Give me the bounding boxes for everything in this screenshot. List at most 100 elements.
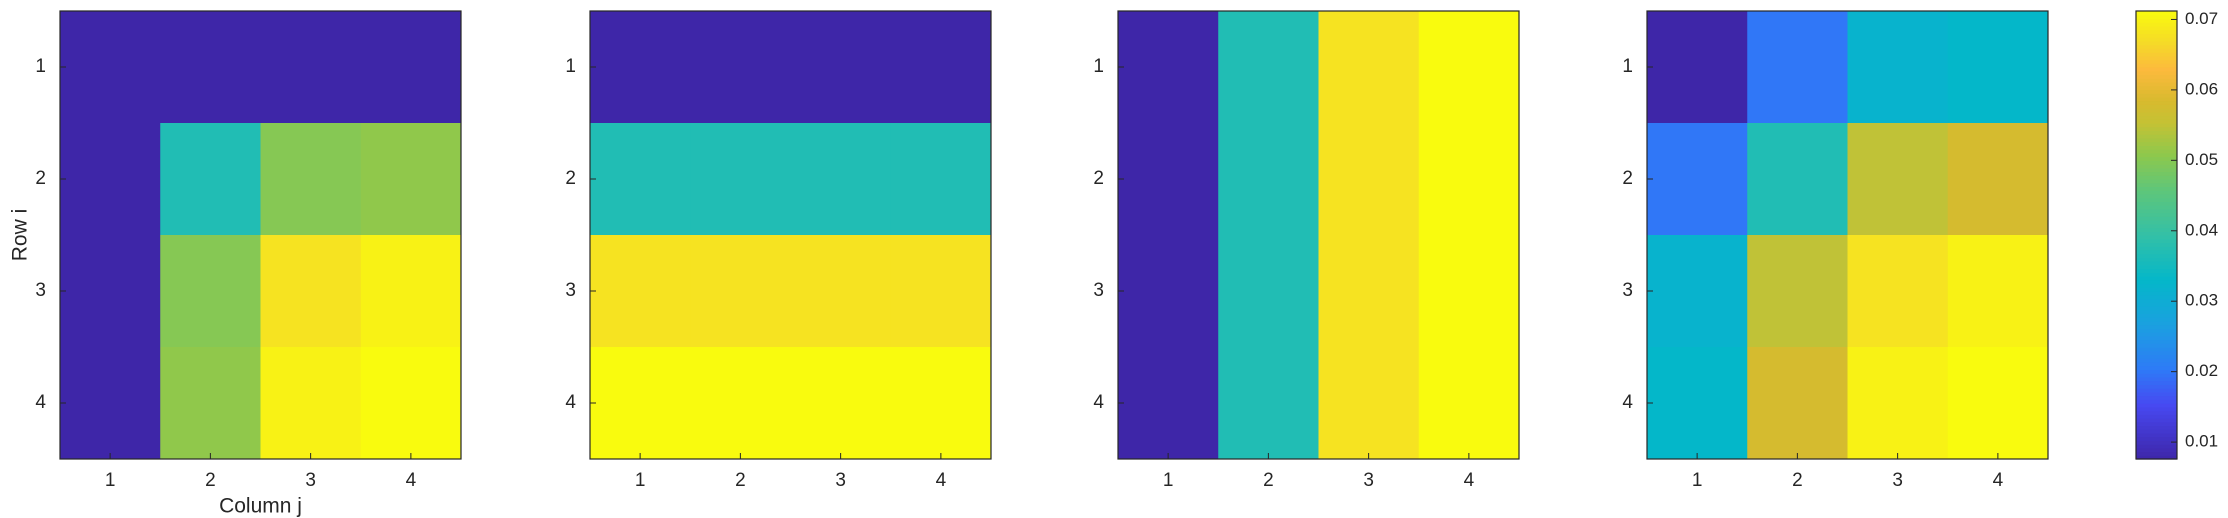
heatmap-cell [1118,11,1219,124]
heatmap-cell [1218,235,1319,348]
colorbar-swatch [2136,100,2177,105]
colorbar-swatch [2136,212,2177,217]
y-tick-label: 1 [35,56,46,77]
colorbar-swatch [2136,197,2177,202]
colorbar-swatch [2136,37,2177,42]
colorbar-swatch [2136,283,2177,288]
colorbar-tick-label: 0.03 [2185,291,2218,310]
colorbar-swatch [2136,22,2177,27]
heatmap-cell [890,235,992,348]
heatmap-cell [690,11,791,124]
heatmap-cell [1847,11,1949,124]
x-tick-label: 1 [635,470,646,491]
colorbar-swatch [2136,261,2177,266]
heatmap-cell [890,347,992,460]
colorbar-swatch [2136,201,2177,206]
y-tick-label: 3 [35,280,46,301]
colorbar-swatch [2136,235,2177,240]
colorbar-swatch [2136,432,2177,438]
heatmap-cell [160,347,261,460]
colorbar-swatch [2136,44,2177,49]
colorbar-tick-label: 0.01 [2185,432,2218,451]
heatmap-cell [690,347,791,460]
heatmap-cell [360,11,462,124]
y-tick-label: 4 [565,392,576,413]
x-tick-label: 3 [305,470,316,491]
colorbar-swatch [2136,227,2177,232]
colorbar-tick-label: 0.05 [2185,150,2218,169]
heatmap-cell [1647,11,1748,124]
colorbar-swatch [2136,287,2177,292]
y-tick-label: 3 [565,280,576,301]
heatmap-cell [790,123,892,236]
colorbar-swatch [2136,130,2177,135]
colorbar-swatch [2136,339,2177,344]
heatmap-cell [1318,347,1420,460]
heatmap-cell [890,123,992,236]
heatmap-cell [1747,123,1848,236]
heatmap-cell [360,235,462,348]
colorbar-swatch [2136,171,2177,176]
colorbar-swatch [2136,268,2177,273]
heatmap-cell [790,235,892,348]
colorbar-swatch [2136,388,2177,393]
heatmap-cell [790,347,892,460]
colorbar-swatch [2136,365,2177,370]
y-tick-label: 2 [35,168,46,189]
colorbar-swatch [2136,298,2177,303]
colorbar-swatch [2136,294,2177,300]
colorbar-swatch [2136,242,2177,247]
colorbar-swatch [2136,373,2177,378]
colorbar-swatch [2136,81,2177,87]
colorbar-swatch [2136,279,2177,285]
colorbar-swatch [2136,96,2177,102]
x-tick-label: 3 [835,470,846,491]
heatmap-cell [1947,11,2049,124]
colorbar-swatch [2136,347,2177,352]
colorbar-swatch [2136,317,2177,322]
colorbar-swatch [2136,52,2177,57]
axes-box [589,10,992,460]
heatmap-cell [1947,347,2049,460]
colorbar-swatch [2136,123,2177,128]
x-tick-label: 4 [1993,470,2004,491]
colorbar-swatch [2136,29,2177,34]
heatmap-cell [1318,235,1420,348]
y-tick-label: 1 [1622,56,1633,77]
colorbar-swatch [2136,253,2177,258]
heatmap-cell [360,123,462,236]
colorbar-swatch [2136,361,2177,367]
y-tick-label: 4 [1093,392,1104,413]
x-tick-label: 1 [105,470,116,491]
colorbar-swatch [2136,216,2177,221]
y-tick-label: 4 [35,392,46,413]
heatmap-cell [1947,123,2049,236]
colorbar-swatch [2136,302,2177,307]
colorbar-swatch [2136,444,2177,449]
x-tick-label: 2 [1792,470,1803,491]
colorbar-swatch [2136,164,2177,169]
colorbar-swatch [2136,332,2177,337]
x-tick-label: 4 [936,470,947,491]
heatmap-cell [1947,235,2049,348]
colorbar-swatch [2136,238,2177,244]
colorbar-swatch [2136,85,2177,90]
colorbar-swatch [2136,328,2177,333]
y-tick-label: 3 [1622,280,1633,301]
x-tick-label: 2 [205,470,216,491]
colorbar-swatch [2136,391,2177,397]
colorbar-swatch [2136,74,2177,79]
x-tick-label: 3 [1363,470,1374,491]
colorbar-swatch [2136,152,2177,158]
heatmap-cell [1847,347,1949,460]
heatmap-cell [1318,11,1420,124]
heatmap-cell [1418,347,1520,460]
colorbar-swatch [2136,149,2177,154]
colorbar-swatch [2136,384,2177,389]
heatmap-cell [260,123,362,236]
colorbar-tick-label: 0.02 [2185,361,2218,380]
colorbar-box [2135,10,2178,460]
colorbar-swatch [2136,403,2177,408]
heatmap-cell [1218,123,1319,236]
colorbar-swatch [2136,455,2177,460]
